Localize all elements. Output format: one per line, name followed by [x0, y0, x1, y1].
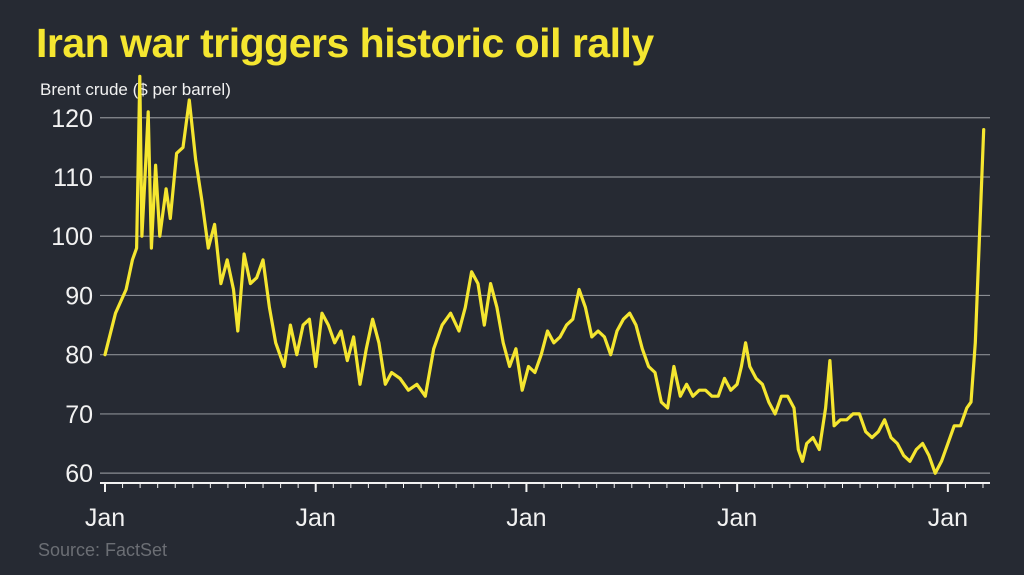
x-tick-label: Jan [717, 504, 757, 532]
y-tick-label: 110 [53, 164, 93, 192]
line-chart: 60 70 80 90 100 110 120 Jan Jan Jan Jan Jan [51, 74, 990, 532]
y-tick-label: 100 [51, 223, 93, 251]
chart-subtitle: Brent crude ($ per barrel) [40, 80, 231, 99]
y-tick-label: 90 [65, 282, 93, 310]
x-axis: Jan Jan Jan Jan Jan [85, 482, 990, 532]
y-tick-label: 70 [65, 401, 93, 429]
x-tick-label: Jan [85, 504, 125, 532]
y-axis-ticks: 60 70 80 90 100 110 120 [51, 105, 93, 488]
gridlines [100, 117, 990, 474]
x-tick-label: Jan [296, 504, 336, 532]
x-tick-label: Jan [506, 504, 546, 532]
y-tick-label: 60 [65, 460, 93, 488]
series-line-0 [103, 74, 986, 475]
y-tick-label: 80 [65, 342, 93, 370]
x-tick-label: Jan [928, 504, 968, 532]
chart-title: Iran war triggers historic oil rally [36, 20, 654, 66]
source-note: Source: FactSet [38, 540, 168, 560]
series-layer [103, 74, 986, 475]
y-tick-label: 120 [51, 105, 93, 133]
